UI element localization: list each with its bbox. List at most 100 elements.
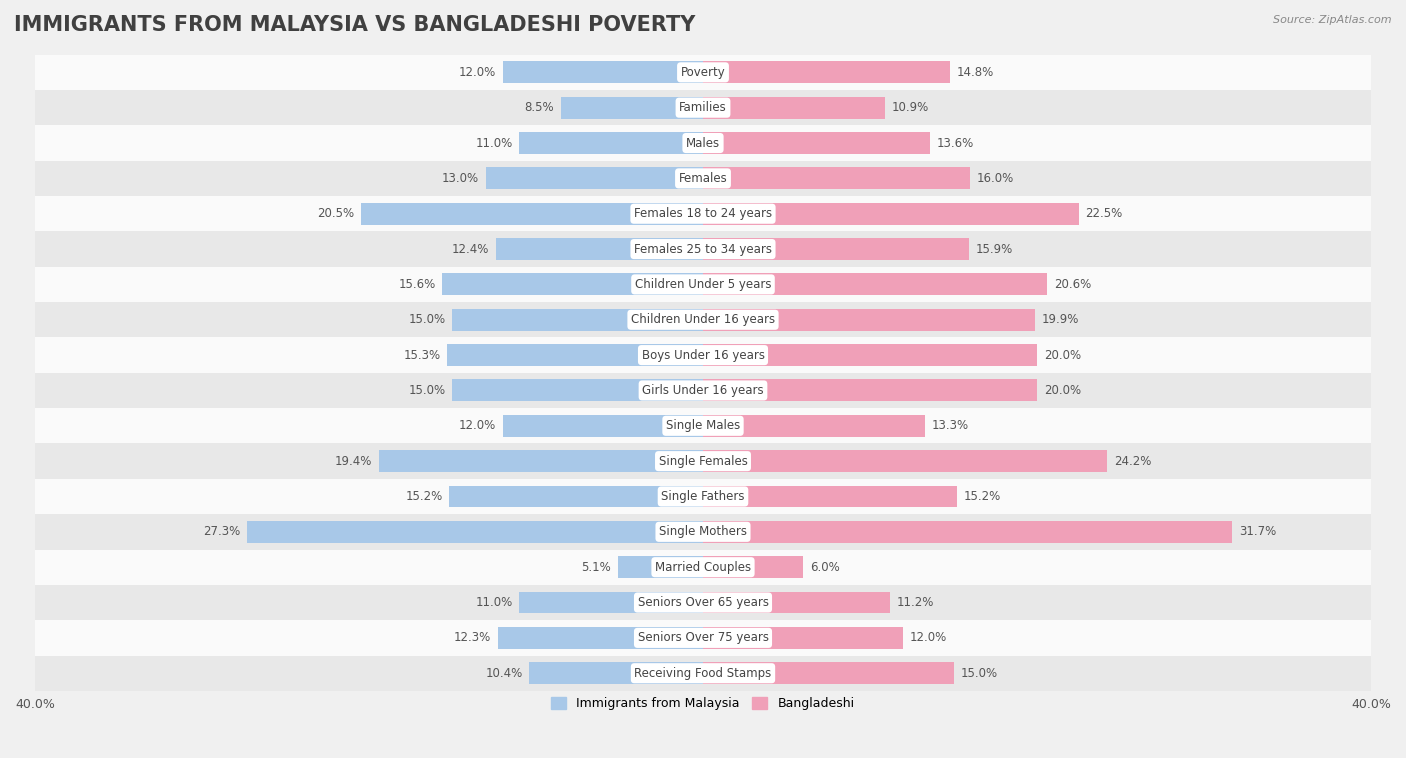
Bar <box>498 627 703 649</box>
Text: Married Couples: Married Couples <box>655 561 751 574</box>
Text: 16.0%: 16.0% <box>977 172 1014 185</box>
Text: Children Under 5 years: Children Under 5 years <box>634 278 772 291</box>
Bar <box>35 443 1371 479</box>
Text: Single Females: Single Females <box>658 455 748 468</box>
Text: Families: Families <box>679 101 727 114</box>
Text: 20.6%: 20.6% <box>1053 278 1091 291</box>
Bar <box>703 238 969 260</box>
Text: 12.3%: 12.3% <box>454 631 491 644</box>
Text: Poverty: Poverty <box>681 66 725 79</box>
Text: 15.2%: 15.2% <box>405 490 443 503</box>
Bar <box>703 309 1035 330</box>
Text: 15.9%: 15.9% <box>976 243 1012 255</box>
Text: 11.2%: 11.2% <box>897 596 934 609</box>
Bar <box>453 309 703 330</box>
Text: 15.2%: 15.2% <box>963 490 1001 503</box>
Bar <box>703 203 1078 224</box>
Text: Single Males: Single Males <box>666 419 740 432</box>
Text: 15.0%: 15.0% <box>409 384 446 397</box>
Text: 15.0%: 15.0% <box>409 313 446 326</box>
Bar <box>502 415 703 437</box>
Text: 27.3%: 27.3% <box>202 525 240 538</box>
Text: 13.6%: 13.6% <box>936 136 974 149</box>
Bar <box>703 486 957 507</box>
Text: 20.0%: 20.0% <box>1043 349 1081 362</box>
Text: 13.3%: 13.3% <box>932 419 969 432</box>
Bar <box>703 97 884 119</box>
Bar <box>247 521 703 543</box>
Text: 31.7%: 31.7% <box>1239 525 1277 538</box>
Bar <box>443 274 703 296</box>
Bar <box>519 132 703 154</box>
Bar <box>617 556 703 578</box>
Text: Girls Under 16 years: Girls Under 16 years <box>643 384 763 397</box>
Bar <box>529 662 703 684</box>
Bar <box>360 203 703 224</box>
Bar <box>703 274 1047 296</box>
Text: Single Fathers: Single Fathers <box>661 490 745 503</box>
Bar <box>453 380 703 402</box>
Bar <box>35 479 1371 514</box>
Text: 12.4%: 12.4% <box>451 243 489 255</box>
Text: 10.9%: 10.9% <box>891 101 929 114</box>
Bar <box>703 61 950 83</box>
Bar <box>703 415 925 437</box>
Bar <box>35 231 1371 267</box>
Bar <box>35 90 1371 125</box>
Text: IMMIGRANTS FROM MALAYSIA VS BANGLADESHI POVERTY: IMMIGRANTS FROM MALAYSIA VS BANGLADESHI … <box>14 15 696 35</box>
Text: 15.3%: 15.3% <box>404 349 441 362</box>
Bar <box>35 267 1371 302</box>
Bar <box>447 344 703 366</box>
Bar <box>35 302 1371 337</box>
Bar <box>703 556 803 578</box>
Text: Females 18 to 24 years: Females 18 to 24 years <box>634 207 772 221</box>
Bar <box>496 238 703 260</box>
Text: 15.0%: 15.0% <box>960 667 997 680</box>
Bar <box>35 373 1371 408</box>
Text: 5.1%: 5.1% <box>582 561 612 574</box>
Text: Seniors Over 65 years: Seniors Over 65 years <box>637 596 769 609</box>
Text: 19.4%: 19.4% <box>335 455 373 468</box>
Text: 11.0%: 11.0% <box>475 596 513 609</box>
Bar <box>35 550 1371 585</box>
Bar <box>35 125 1371 161</box>
Text: Source: ZipAtlas.com: Source: ZipAtlas.com <box>1274 15 1392 25</box>
Text: 12.0%: 12.0% <box>910 631 948 644</box>
Bar <box>35 161 1371 196</box>
Text: Females 25 to 34 years: Females 25 to 34 years <box>634 243 772 255</box>
Bar <box>502 61 703 83</box>
Bar <box>449 486 703 507</box>
Bar <box>486 168 703 190</box>
Text: Single Mothers: Single Mothers <box>659 525 747 538</box>
Text: Females: Females <box>679 172 727 185</box>
Bar <box>380 450 703 472</box>
Text: 20.0%: 20.0% <box>1043 384 1081 397</box>
Bar <box>703 662 953 684</box>
Text: Children Under 16 years: Children Under 16 years <box>631 313 775 326</box>
Text: Receiving Food Stamps: Receiving Food Stamps <box>634 667 772 680</box>
Bar <box>703 132 931 154</box>
Text: 10.4%: 10.4% <box>485 667 523 680</box>
Text: 6.0%: 6.0% <box>810 561 839 574</box>
Text: 19.9%: 19.9% <box>1042 313 1080 326</box>
Text: 13.0%: 13.0% <box>441 172 479 185</box>
Legend: Immigrants from Malaysia, Bangladeshi: Immigrants from Malaysia, Bangladeshi <box>547 692 859 716</box>
Text: 14.8%: 14.8% <box>957 66 994 79</box>
Text: 8.5%: 8.5% <box>524 101 554 114</box>
Text: 12.0%: 12.0% <box>458 66 496 79</box>
Bar <box>35 408 1371 443</box>
Bar <box>35 55 1371 90</box>
Text: 20.5%: 20.5% <box>316 207 354 221</box>
Bar <box>35 656 1371 691</box>
Bar <box>561 97 703 119</box>
Text: Boys Under 16 years: Boys Under 16 years <box>641 349 765 362</box>
Bar <box>519 591 703 613</box>
Text: 24.2%: 24.2% <box>1114 455 1152 468</box>
Bar <box>703 450 1107 472</box>
Bar <box>35 196 1371 231</box>
Text: Seniors Over 75 years: Seniors Over 75 years <box>637 631 769 644</box>
Text: 12.0%: 12.0% <box>458 419 496 432</box>
Text: Males: Males <box>686 136 720 149</box>
Bar <box>35 337 1371 373</box>
Bar <box>703 521 1233 543</box>
